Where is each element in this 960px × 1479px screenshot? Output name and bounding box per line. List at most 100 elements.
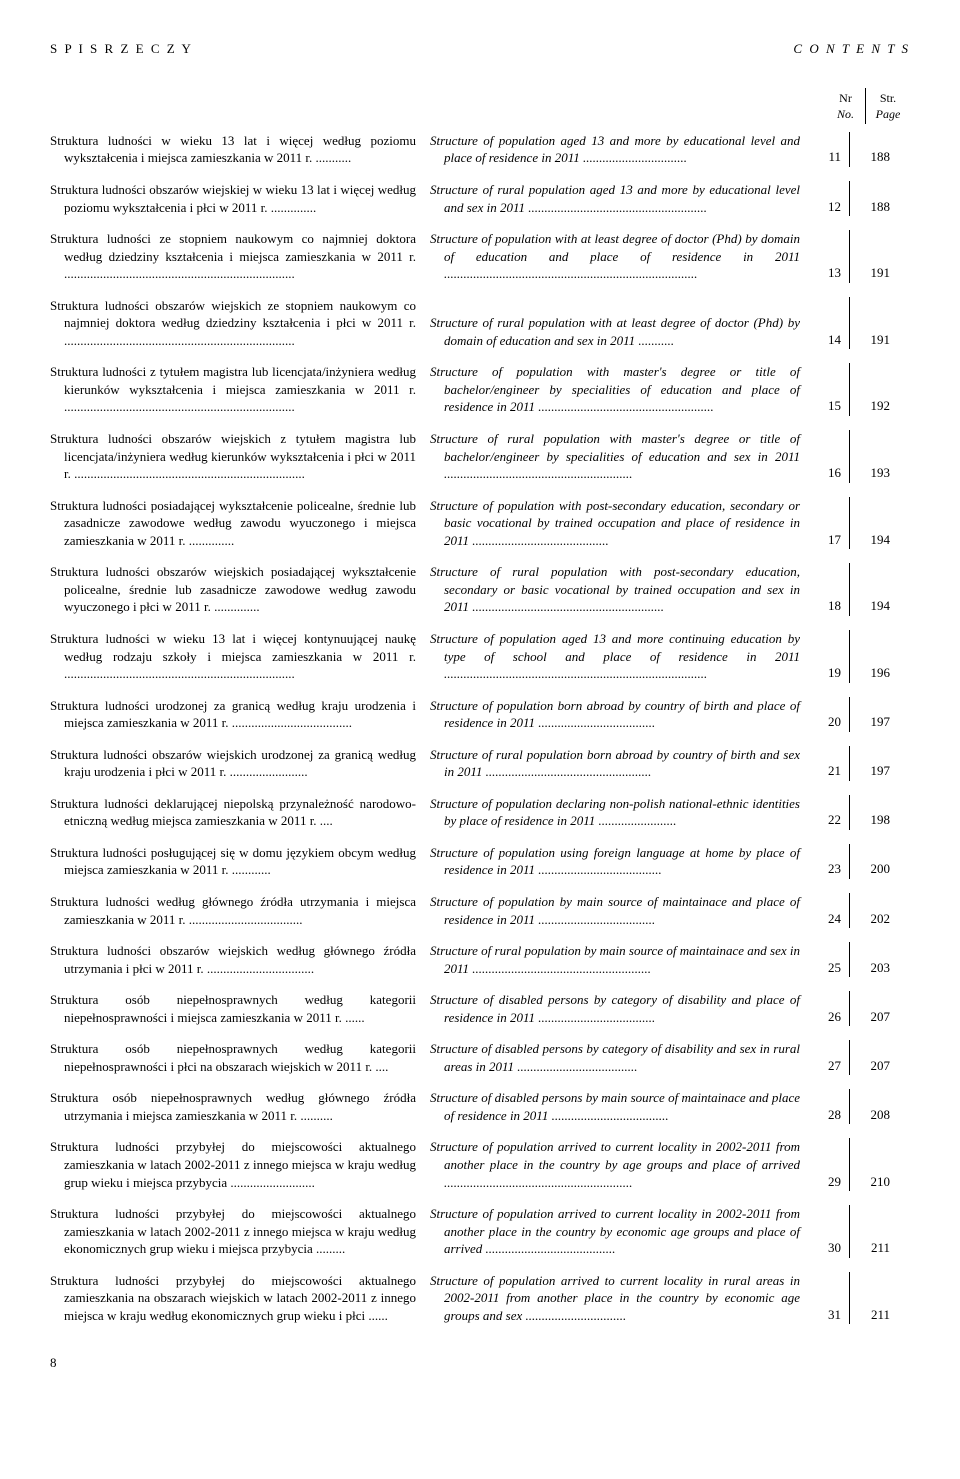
toc-entry: Struktura ludności posługującej się w do…: [50, 844, 910, 879]
entry-polish: Struktura ludności obszarów wiejskich we…: [50, 942, 430, 977]
entry-page: 208: [850, 1089, 894, 1124]
entry-polish: Struktura ludności posługującej się w do…: [50, 844, 430, 879]
entry-polish: Struktura ludności według głównego źródł…: [50, 893, 430, 928]
entry-page: 192: [850, 363, 894, 416]
nr-sublabel: No.: [832, 106, 859, 122]
entry-english: Structure of population with master's de…: [430, 363, 810, 416]
entry-english-text: Structure of population declaring non-po…: [430, 795, 800, 830]
entry-english: Structure of population born abroad by c…: [430, 697, 810, 732]
entry-number: 24: [810, 893, 850, 928]
entry-english: Structure of population arrived to curre…: [430, 1205, 810, 1258]
entry-english: Structure of population using foreign la…: [430, 844, 810, 879]
entry-page: 197: [850, 697, 894, 732]
entry-english-text: Structure of population arrived to curre…: [430, 1272, 800, 1325]
toc-entry: Struktura ludności przybyłej do miejscow…: [50, 1205, 910, 1258]
entry-english-text: Structure of population with master's de…: [430, 363, 800, 416]
entry-english-text: Structure of population born abroad by c…: [430, 697, 800, 732]
entry-polish-text: Struktura ludności obszarów wiejskich z …: [50, 430, 416, 483]
entry-polish-text: Struktura ludności urodzonej za granicą …: [50, 697, 416, 732]
toc-entry: Struktura ludności ze stopniem naukowym …: [50, 230, 910, 283]
page-number: 8: [50, 1354, 910, 1372]
toc-entry: Struktura ludności obszarów wiejskiej w …: [50, 181, 910, 216]
entry-english: Structure of population arrived to curre…: [430, 1272, 810, 1325]
entry-polish-text: Struktura osób niepełnosprawnych według …: [50, 1089, 416, 1124]
entry-polish-text: Struktura ludności w wieku 13 lat i więc…: [50, 132, 416, 167]
entry-polish-text: Struktura osób niepełnosprawnych według …: [50, 991, 416, 1026]
entry-polish: Struktura ludności w wieku 13 lat i więc…: [50, 630, 430, 683]
toc-entry: Struktura ludności obszarów wiejskich ur…: [50, 746, 910, 781]
entry-english: Structure of population by main source o…: [430, 893, 810, 928]
entry-page: 202: [850, 893, 894, 928]
entry-page: 191: [850, 297, 894, 350]
entry-polish: Struktura ludności przybyłej do miejscow…: [50, 1138, 430, 1191]
entry-polish-text: Struktura ludności w wieku 13 lat i więc…: [50, 630, 416, 683]
entry-number: 22: [810, 795, 850, 830]
entry-polish: Struktura ludności obszarów wiejskich ze…: [50, 297, 430, 350]
entry-page: 197: [850, 746, 894, 781]
entry-page: 200: [850, 844, 894, 879]
entry-polish-text: Struktura ludności przybyłej do miejscow…: [50, 1272, 416, 1325]
entry-polish: Struktura ludności obszarów wiejskich z …: [50, 430, 430, 483]
entry-english: Structure of rural population by main so…: [430, 942, 810, 977]
entry-number: 13: [810, 230, 850, 283]
entry-english-text: Structure of population arrived to curre…: [430, 1205, 800, 1258]
entry-polish: Struktura ludności przybyłej do miejscow…: [50, 1205, 430, 1258]
entry-number: 25: [810, 942, 850, 977]
toc-entry: Struktura ludności przybyłej do miejscow…: [50, 1272, 910, 1325]
entry-number: 29: [810, 1138, 850, 1191]
entry-number: 30: [810, 1205, 850, 1258]
entry-polish: Struktura ludności obszarów wiejskiej w …: [50, 181, 430, 216]
entry-page: 194: [850, 563, 894, 616]
entry-page: 194: [850, 497, 894, 550]
entry-polish-text: Struktura ludności obszarów wiejskich ze…: [50, 297, 416, 350]
column-page: Str. Page: [866, 88, 910, 124]
entry-number: 16: [810, 430, 850, 483]
entry-number: 12: [810, 181, 850, 216]
entry-english: Structure of disabled persons by categor…: [430, 1040, 810, 1075]
entry-page: 198: [850, 795, 894, 830]
entry-english-text: Structure of population aged 13 and more…: [430, 630, 800, 683]
entry-polish-text: Struktura ludności posługującej się w do…: [50, 844, 416, 879]
entry-polish: Struktura ludności deklarującej niepolsk…: [50, 795, 430, 830]
entry-polish: Struktura osób niepełnosprawnych według …: [50, 1089, 430, 1124]
entry-english-text: Structure of rural population aged 13 an…: [430, 181, 800, 216]
entry-english-text: Structure of population with post-second…: [430, 497, 800, 550]
entry-number: 17: [810, 497, 850, 550]
entry-english: Structure of disabled persons by main so…: [430, 1089, 810, 1124]
entry-page: 203: [850, 942, 894, 977]
entry-number: 23: [810, 844, 850, 879]
entry-english-text: Structure of disabled persons by main so…: [430, 1089, 800, 1124]
entry-polish: Struktura ludności obszarów wiejskich po…: [50, 563, 430, 616]
page-header: S P I S R Z E C Z Y C O N T E N T S: [50, 40, 910, 58]
entry-english: Structure of rural population aged 13 an…: [430, 181, 810, 216]
entry-page: 207: [850, 1040, 894, 1075]
entry-number: 18: [810, 563, 850, 616]
entry-polish-text: Struktura ludności obszarów wiejskich po…: [50, 563, 416, 616]
entry-english: Structure of rural population with maste…: [430, 430, 810, 483]
toc-entry: Struktura ludności z tytułem magistra lu…: [50, 363, 910, 416]
entry-english-text: Structure of population with at least de…: [430, 230, 800, 283]
entry-english: Structure of population with post-second…: [430, 497, 810, 550]
entry-english-text: Structure of disabled persons by categor…: [430, 991, 800, 1026]
toc-entry: Struktura ludności obszarów wiejskich we…: [50, 942, 910, 977]
entry-english: Structure of disabled persons by categor…: [430, 991, 810, 1026]
entry-english-text: Structure of population by main source o…: [430, 893, 800, 928]
str-label: Str.: [880, 91, 896, 105]
entry-polish: Struktura ludności w wieku 13 lat i więc…: [50, 132, 430, 167]
toc-entry: Struktura ludności obszarów wiejskich z …: [50, 430, 910, 483]
entry-polish: Struktura osób niepełnosprawnych według …: [50, 1040, 430, 1075]
entry-english-text: Structure of disabled persons by categor…: [430, 1040, 800, 1075]
entry-english: Structure of population arrived to curre…: [430, 1138, 810, 1191]
toc-entry: Struktura ludności urodzonej za granicą …: [50, 697, 910, 732]
entry-number: 14: [810, 297, 850, 350]
entry-page: 193: [850, 430, 894, 483]
toc-entry: Struktura osób niepełnosprawnych według …: [50, 1040, 910, 1075]
entry-english: Structure of population declaring non-po…: [430, 795, 810, 830]
entry-number: 19: [810, 630, 850, 683]
toc-entry: Struktura ludności w wieku 13 lat i więc…: [50, 132, 910, 167]
entry-polish-text: Struktura ludności obszarów wiejskiej w …: [50, 181, 416, 216]
entry-page: 210: [850, 1138, 894, 1191]
entry-number: 11: [810, 132, 850, 167]
toc-entry: Struktura ludności posiadającej wykształ…: [50, 497, 910, 550]
entry-english: Structure of rural population with at le…: [430, 314, 810, 349]
